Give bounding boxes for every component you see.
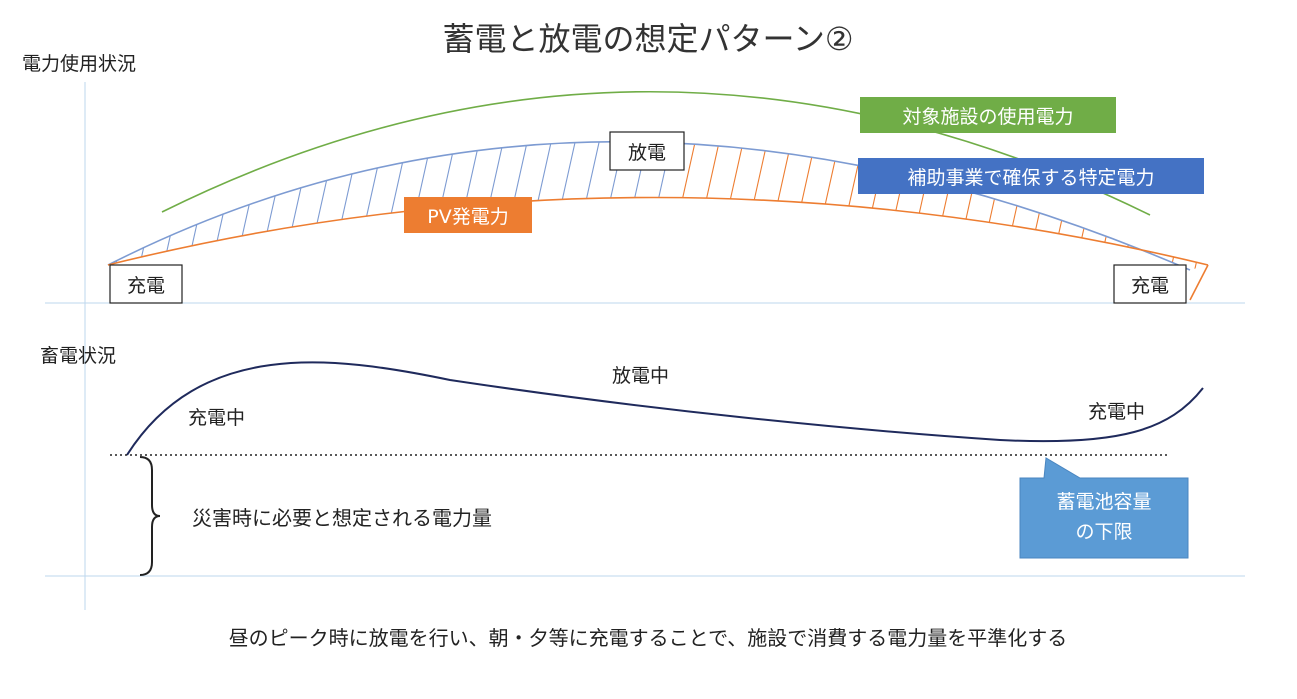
title: 蓄電と放電の想定パターン②	[442, 20, 853, 58]
charge-label-left: 充電	[127, 275, 165, 297]
discharge-label: 放電	[628, 142, 666, 164]
legend-usage: 対象施設の使用電力	[860, 97, 1116, 133]
hatch-stroke	[539, 141, 581, 270]
charge-box-left: 充電	[109, 264, 183, 304]
top-axis-label: 電力使用状況	[22, 53, 136, 75]
hatch-stroke	[899, 141, 941, 270]
legend-pv-label: PV発電力	[427, 206, 508, 228]
hatch-stroke	[779, 141, 821, 270]
discharge-box: 放電	[609, 131, 685, 171]
hatch-stroke	[1187, 141, 1208, 270]
legend-usage-label: 対象施設の使用電力	[902, 106, 1073, 128]
hatch-stroke	[203, 141, 245, 270]
state-charging-right: 充電中	[1088, 401, 1145, 423]
hatch-stroke	[1067, 141, 1109, 270]
state-discharging: 放電中	[612, 365, 669, 387]
hatch-stroke	[827, 141, 869, 270]
legend-pv: PV発電力	[404, 197, 532, 233]
hatch-stroke	[1212, 120, 1252, 300]
charge-label-right: 充電	[1131, 275, 1169, 297]
hatch-stroke	[683, 141, 725, 270]
capacity-callout: 蓄電池容量 の下限	[1019, 457, 1189, 559]
hatch-stroke	[755, 141, 797, 270]
pv-curve-end	[1189, 264, 1209, 301]
reserve-brace	[139, 456, 161, 576]
hatch-stroke	[971, 141, 1013, 270]
hatch-stroke	[563, 141, 605, 270]
hatch-stroke	[179, 141, 221, 270]
hatch-stroke	[1236, 120, 1276, 300]
hatch-stroke	[347, 141, 389, 270]
footer-caption: 昼のピーク時に放電を行い、朝・夕等に充電することで、施設で消費する電力量を平準化…	[229, 626, 1068, 650]
state-charging-left: 充電中	[188, 407, 245, 429]
legend-specific: 補助事業で確保する特定電力	[858, 158, 1204, 194]
hatch-stroke	[60, 120, 100, 300]
legend-specific-label: 補助事業で確保する特定電力	[907, 167, 1154, 189]
hatch-stroke	[1019, 141, 1061, 270]
hatch-stroke	[1043, 141, 1085, 270]
hatch-stroke	[251, 141, 293, 270]
hatch-stroke	[323, 141, 365, 270]
hatch-stroke	[803, 141, 845, 270]
usage-curve	[161, 91, 1151, 216]
hatch-stroke	[275, 141, 317, 270]
storage-curve	[126, 361, 1204, 456]
hatch-stroke	[923, 141, 965, 270]
callout-line1: 蓄電池容量	[1056, 491, 1151, 513]
pv-curve	[107, 196, 1209, 266]
charge-box-right: 充電	[1113, 264, 1187, 304]
callout-line2: の下限	[1075, 521, 1132, 543]
reserve-label: 災害時に必要と想定される電力量	[192, 506, 492, 530]
bottom-axis-label: 畜電状況	[40, 345, 116, 367]
